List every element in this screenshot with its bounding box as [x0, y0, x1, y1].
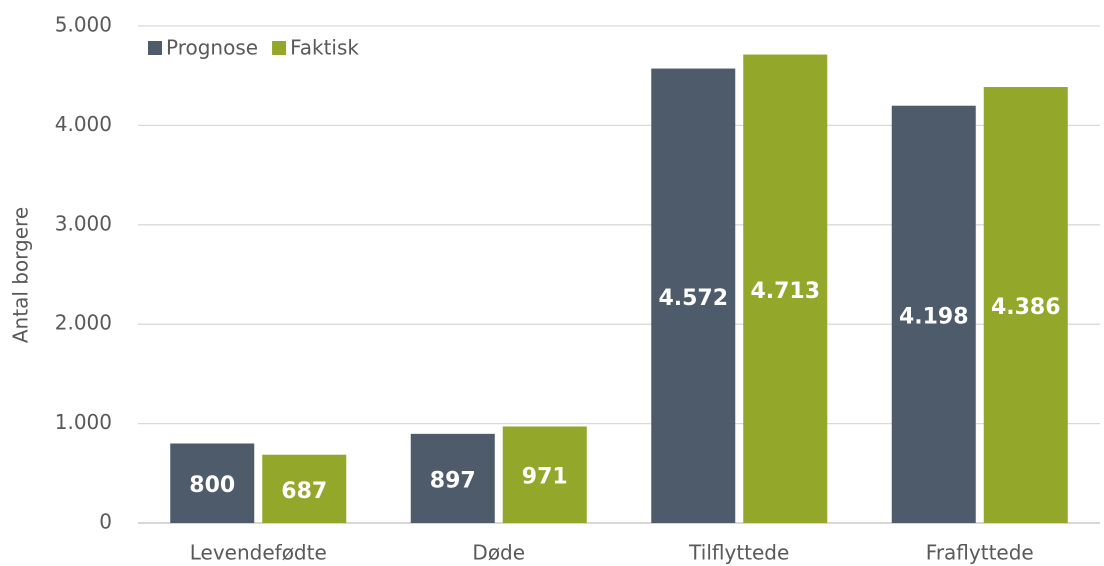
y-tick-label: 2.000: [55, 311, 112, 335]
value-label: 4.386: [991, 295, 1061, 320]
value-label: 800: [189, 473, 235, 498]
y-tick-label: 5.000: [55, 13, 112, 37]
legend-label: Prognose: [166, 36, 258, 60]
legend-label: Faktisk: [290, 36, 359, 60]
x-tick-label: Levendefødte: [190, 541, 327, 565]
y-tick-label: 1.000: [55, 410, 112, 434]
value-label: 4.198: [899, 304, 969, 329]
y-tick-label: 0: [99, 510, 112, 534]
bar: [170, 443, 255, 523]
bar: [891, 105, 976, 523]
x-tick-label: Døde: [472, 541, 525, 565]
bar: [502, 426, 587, 523]
legend-swatch: [148, 41, 162, 55]
y-tick-label: 3.000: [55, 211, 112, 235]
value-label: 4.713: [750, 279, 820, 304]
bar: [743, 54, 828, 523]
bar: [410, 433, 495, 523]
bar: [983, 87, 1068, 523]
bar: [651, 68, 736, 523]
x-tick-label: Fraflyttede: [926, 541, 1034, 565]
value-label: 897: [430, 468, 476, 493]
bar: [262, 454, 347, 523]
y-axis-title: Antal borgere: [9, 207, 33, 343]
x-tick-label: Tilflyttede: [688, 541, 789, 565]
value-label: 971: [522, 465, 568, 490]
value-label: 4.572: [658, 286, 728, 311]
y-tick-label: 4.000: [55, 112, 112, 136]
legend-swatch: [272, 41, 287, 55]
value-label: 687: [281, 479, 327, 504]
